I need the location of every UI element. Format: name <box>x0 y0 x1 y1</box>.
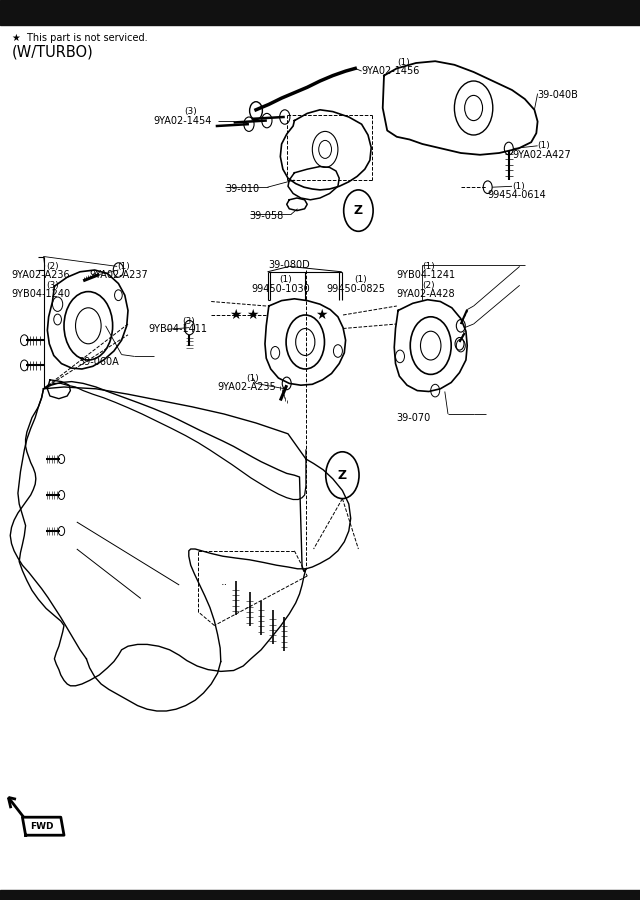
Circle shape <box>326 452 359 499</box>
Bar <box>0 890 640 900</box>
Text: 9YB04-1241: 9YB04-1241 <box>397 269 456 280</box>
Text: ★: ★ <box>315 308 328 322</box>
Text: ··: ·· <box>221 580 228 590</box>
Text: 99450-1030: 99450-1030 <box>251 284 310 294</box>
Text: Z: Z <box>338 469 347 482</box>
Text: (1): (1) <box>538 141 550 150</box>
Text: 9YB04-1411: 9YB04-1411 <box>148 324 207 335</box>
Text: 9YA02-1456: 9YA02-1456 <box>362 66 420 77</box>
Text: (3): (3) <box>184 107 197 116</box>
Text: 39-080D: 39-080D <box>268 259 310 270</box>
Bar <box>0 0 640 25</box>
Text: 39-058: 39-058 <box>250 211 284 221</box>
Text: ★: ★ <box>246 308 259 322</box>
Text: (1): (1) <box>512 182 525 191</box>
Text: (1): (1) <box>246 374 259 382</box>
Text: 39-070: 39-070 <box>397 412 431 423</box>
Text: (3): (3) <box>182 317 195 326</box>
Text: Z: Z <box>354 204 363 217</box>
Text: FWD: FWD <box>30 822 53 831</box>
Text: ★  This part is not serviced.: ★ This part is not serviced. <box>12 32 147 43</box>
Text: (2): (2) <box>46 262 59 271</box>
Text: 99454-0614: 99454-0614 <box>488 190 547 201</box>
Text: 9YA02-1454: 9YA02-1454 <box>154 115 212 126</box>
Text: ★: ★ <box>228 308 241 322</box>
Text: 39-010: 39-010 <box>225 184 259 194</box>
Text: 9YB04-1240: 9YB04-1240 <box>12 289 70 300</box>
Text: 39-040B: 39-040B <box>538 89 579 100</box>
Text: (2): (2) <box>422 281 435 290</box>
Text: (1): (1) <box>354 275 367 284</box>
Text: (1): (1) <box>280 275 292 284</box>
Text: 9YA02-A236: 9YA02-A236 <box>12 269 70 280</box>
Text: (1): (1) <box>117 262 130 271</box>
Text: (W/TURBO): (W/TURBO) <box>12 45 93 59</box>
Text: 99450-0825: 99450-0825 <box>326 284 385 294</box>
Text: (1): (1) <box>422 262 435 271</box>
Circle shape <box>344 190 373 231</box>
Text: 39-060A: 39-060A <box>78 356 119 367</box>
Text: 9YA02-A427: 9YA02-A427 <box>512 149 571 160</box>
Text: 9YA02-A237: 9YA02-A237 <box>90 269 148 280</box>
Text: 9YA02-A428: 9YA02-A428 <box>397 289 456 300</box>
Text: 9YA02-A235: 9YA02-A235 <box>218 382 276 392</box>
Text: (3): (3) <box>46 281 59 290</box>
Text: (1): (1) <box>397 58 410 68</box>
